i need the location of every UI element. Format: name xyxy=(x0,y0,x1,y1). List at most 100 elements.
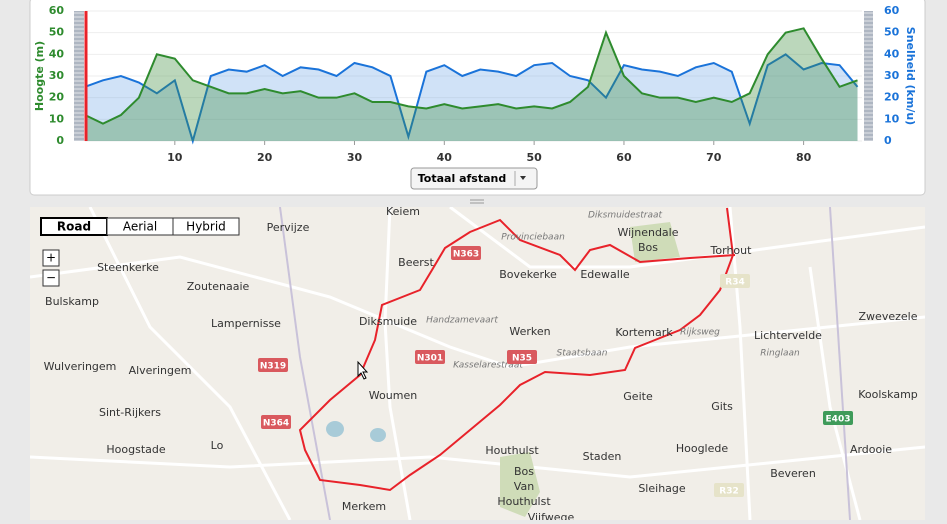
road-shield-label: R32 xyxy=(719,487,738,497)
road-shield xyxy=(451,246,481,260)
x-tick-label: 20 xyxy=(257,151,273,164)
map-type-button-label[interactable]: Hybrid xyxy=(186,220,226,234)
zoom-button[interactable] xyxy=(42,249,60,267)
x-tick-label: 80 xyxy=(796,151,812,164)
y-axis-title: Hoogte (m) xyxy=(33,41,46,111)
chart: 0 10 20 30 40 50 60 0 10 20 30 40 50 60 10 20 30 40 50 60 70… xyxy=(33,4,917,164)
road-label: Kasselarestraat xyxy=(453,361,523,371)
place-label: Bovekerke xyxy=(499,268,557,281)
road-shield xyxy=(258,358,288,372)
place-label: Vijfwege xyxy=(528,511,575,520)
splitter[interactable] xyxy=(470,199,484,204)
place-label: Woumen xyxy=(369,389,417,402)
place-label: Beveren xyxy=(770,467,816,480)
place-label: Hoogstade xyxy=(106,443,165,456)
map-type-buttons: Road Aerial Hybrid + − xyxy=(40,217,240,287)
zoom-button[interactable] xyxy=(42,269,60,287)
road-shield-label: E403 xyxy=(826,415,851,425)
map-roads xyxy=(30,207,925,520)
place-label: Lichtervelde xyxy=(754,329,822,342)
place-label: Alveringem xyxy=(129,364,192,377)
map-type-button-label[interactable]: Road xyxy=(57,220,91,234)
x-tick-label: 50 xyxy=(526,151,542,164)
y2-tick-label: 60 xyxy=(884,4,900,17)
y-tick-label: 0 xyxy=(56,134,64,147)
y-tick-label: 30 xyxy=(49,69,65,82)
place-label: Wulveringem xyxy=(44,360,117,373)
place-label: Wijnendale xyxy=(617,226,678,239)
road-shield-label: R34 xyxy=(725,278,744,288)
y2-tick-label: 10 xyxy=(884,112,900,125)
place-label: Houthulst xyxy=(497,495,551,508)
place-label: Zwevezele xyxy=(859,310,918,323)
map-type-button[interactable] xyxy=(172,217,240,236)
left-axis-bar xyxy=(74,11,84,141)
select-label: Totaal afstand xyxy=(418,172,506,185)
place-label: Lo xyxy=(211,439,224,452)
zoom-button-label[interactable]: − xyxy=(46,271,56,285)
road-shield xyxy=(720,274,750,288)
place-label: Houthulst xyxy=(485,444,539,457)
road-shield xyxy=(415,350,445,364)
x-tick-label: 70 xyxy=(706,151,722,164)
place-label: Koolskamp xyxy=(858,388,918,401)
road-label: Provinciebaan xyxy=(501,233,565,243)
area xyxy=(85,28,858,141)
place-label: Ardooie xyxy=(850,443,892,456)
road-shield-label: N301 xyxy=(417,354,443,364)
x-axis-select[interactable]: Totaal afstand xyxy=(410,167,538,190)
place-label: Geite xyxy=(623,390,653,403)
line xyxy=(84,53,859,145)
place-label: Hooglede xyxy=(676,442,729,455)
route xyxy=(298,207,736,492)
place-label: Bos xyxy=(514,465,534,478)
place-label: Beerst xyxy=(398,256,434,269)
place-label: Sleihage xyxy=(638,482,686,495)
place-label: Sint-Rijkers xyxy=(99,406,161,419)
right-axis-bar xyxy=(864,11,873,141)
place-label: Lampernisse xyxy=(211,317,281,330)
place-label: Van xyxy=(514,480,534,493)
road-label: Staatsbaan xyxy=(557,349,608,359)
y-tick-label: 40 xyxy=(49,47,65,60)
place-label: Bos xyxy=(638,241,658,254)
x-tick-label: 10 xyxy=(167,151,183,164)
road-label: Ringlaan xyxy=(760,349,800,359)
place-label: Diksmuide xyxy=(359,315,417,328)
place-label: Keiem xyxy=(386,205,420,218)
y2-tick-label: 20 xyxy=(884,91,900,104)
map-type-button-label[interactable]: Aerial xyxy=(123,220,157,234)
area xyxy=(85,54,858,142)
y2-tick-label: 0 xyxy=(884,134,892,147)
place-label: Edewalle xyxy=(580,268,630,281)
road-shield-label: N35 xyxy=(512,354,532,364)
line xyxy=(84,27,858,125)
x-tick-label: 30 xyxy=(347,151,363,164)
y2-tick-label: 30 xyxy=(884,69,900,82)
road-label: Handzamevaart xyxy=(426,316,498,326)
road-shield-label: N364 xyxy=(263,419,289,429)
road-shield-label: N363 xyxy=(453,250,479,260)
place-label: Kortemark xyxy=(615,326,673,339)
place-label: Werken xyxy=(509,325,550,338)
road-label: Diksmuidestraat xyxy=(588,211,663,221)
place-label: Zoutenaaie xyxy=(187,280,250,293)
y2-tick-label: 50 xyxy=(884,26,900,39)
place-label: Merkem xyxy=(342,500,386,513)
y-tick-label: 60 xyxy=(49,4,65,17)
y2-axis-title: Snelheid (km/u) xyxy=(904,27,917,125)
road-shield xyxy=(714,483,744,497)
y-tick-label: 20 xyxy=(49,91,65,104)
zoom-button-label[interactable]: + xyxy=(46,251,56,265)
road-shield-label: N319 xyxy=(260,362,286,372)
y-tick-label: 50 xyxy=(49,26,65,39)
x-tick-label: 40 xyxy=(437,151,453,164)
place-label: Bulskamp xyxy=(45,295,99,308)
x-tick-label: 60 xyxy=(616,151,632,164)
place-label: Staden xyxy=(583,450,622,463)
road-shield xyxy=(823,411,853,425)
y-tick-label: 10 xyxy=(49,112,65,125)
place-label: Steenkerke xyxy=(97,261,159,274)
place-label: Torhout xyxy=(710,244,753,257)
